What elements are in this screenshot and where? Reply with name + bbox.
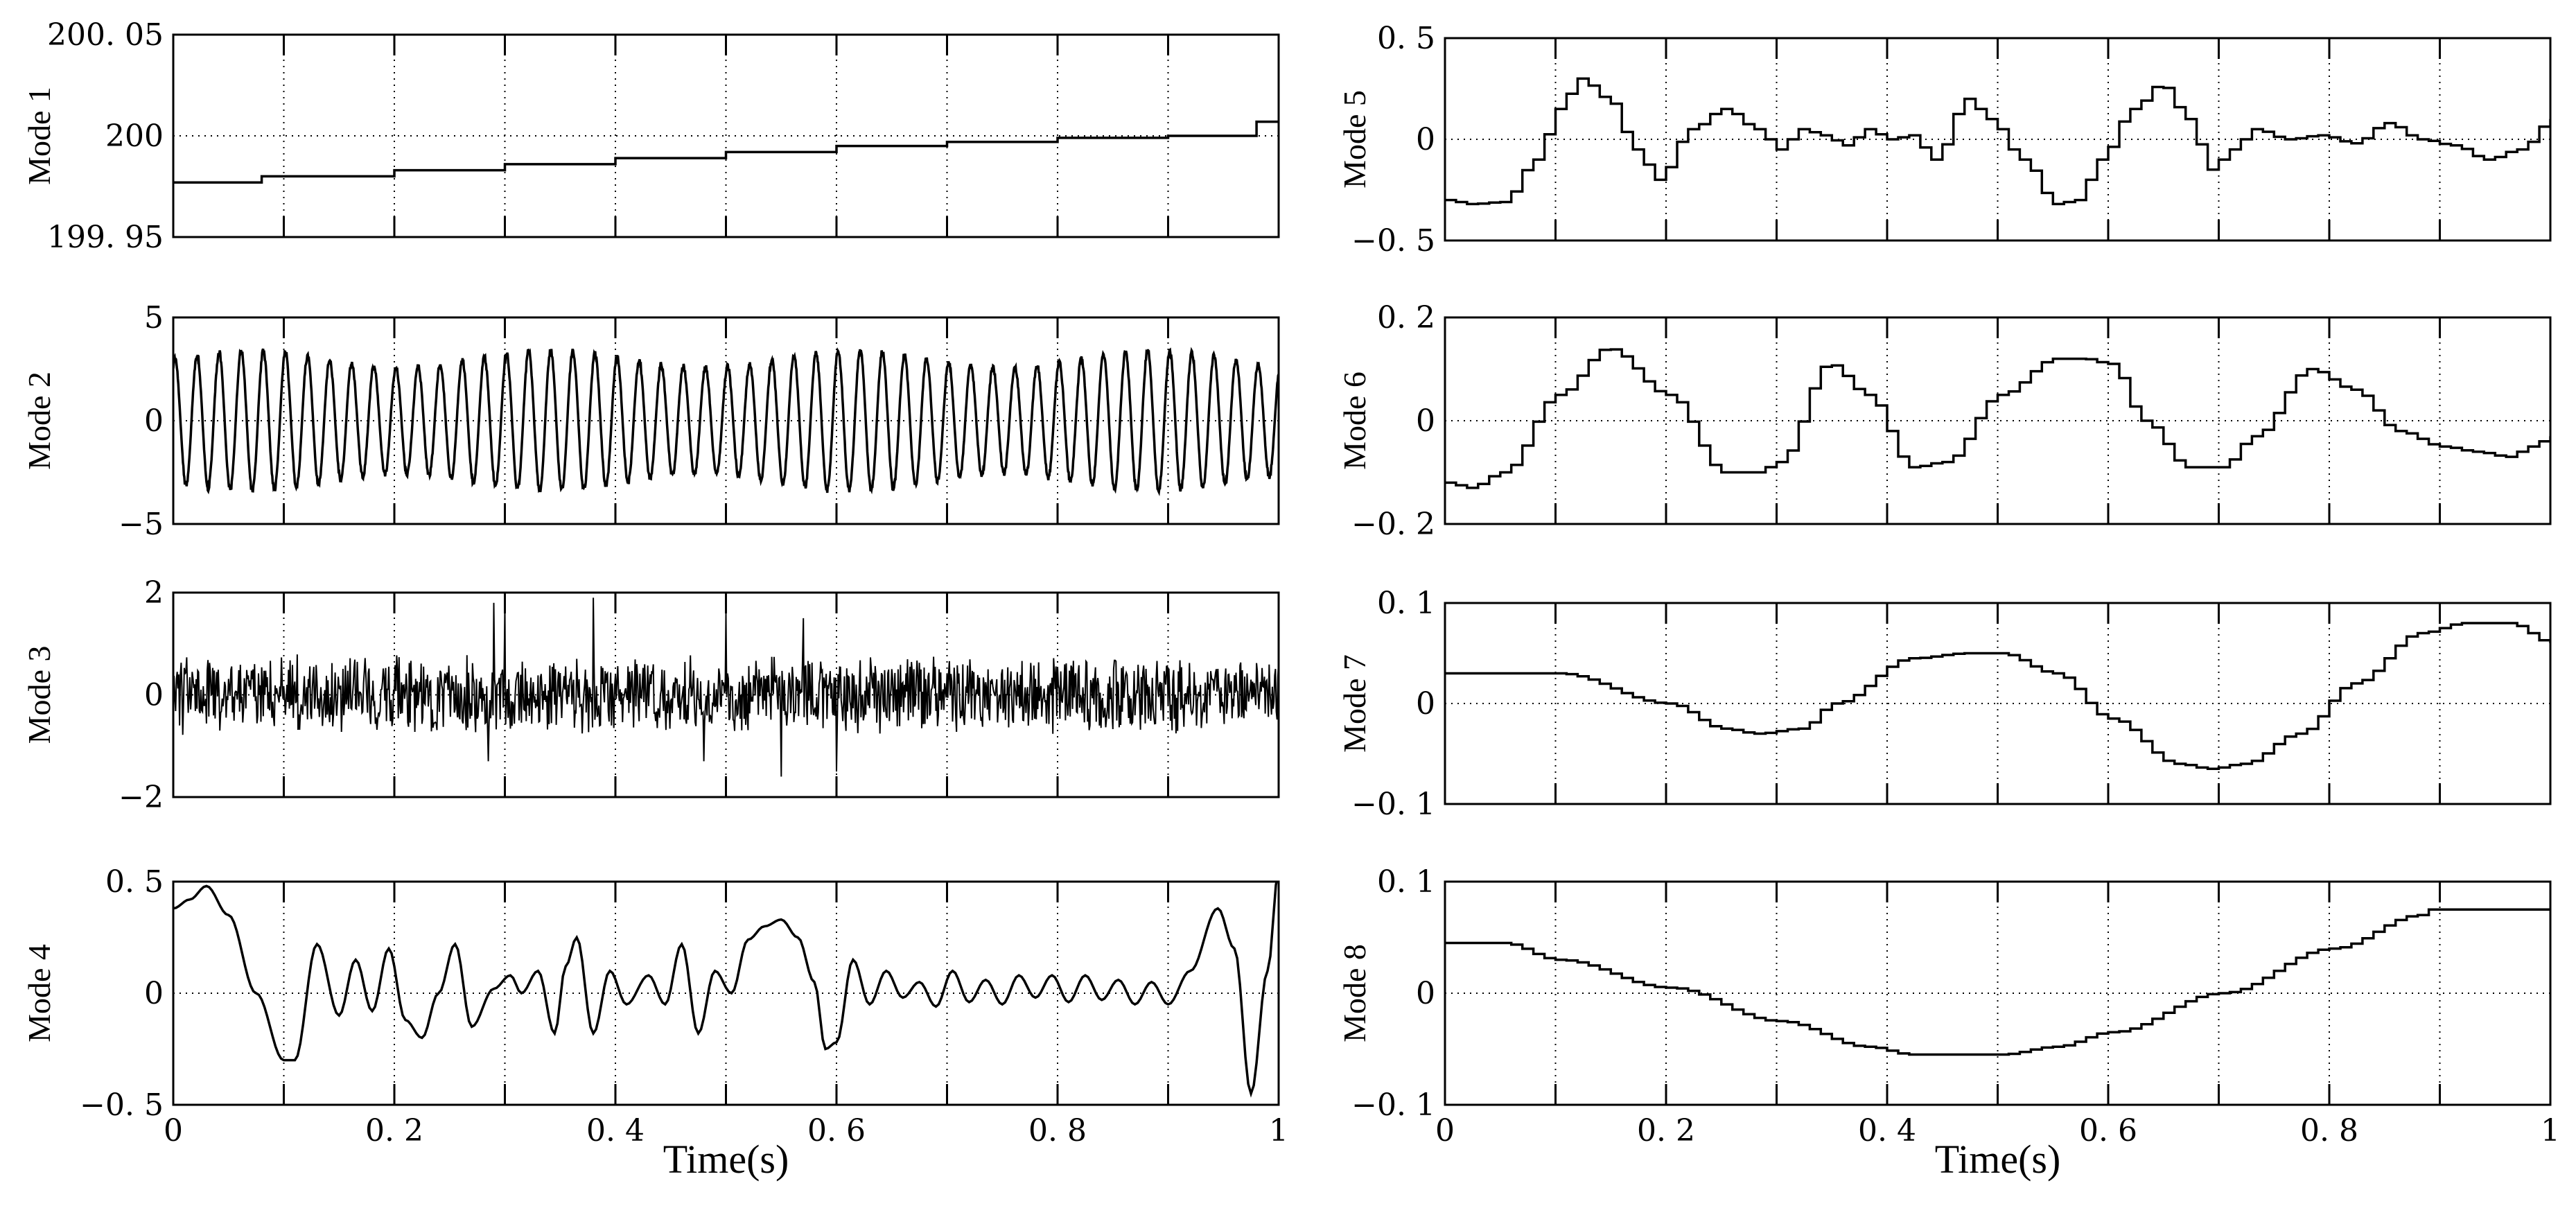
y-tick-label: 0. 5 [105, 864, 164, 900]
x-tick-label: 0. 2 [1637, 1113, 1695, 1148]
x-tick-label: 0 [164, 1113, 183, 1148]
y-tick-label: 0. 1 [1377, 586, 1435, 621]
series-line [1445, 908, 2550, 1056]
panel-mode-1: 200. 05 200 199. 95 Mode 1 [21, 17, 1280, 255]
x-axis-title: Time(s) [663, 1137, 789, 1182]
y-tick-label: 0 [144, 678, 164, 713]
x-tick-label: 0. 6 [807, 1113, 866, 1148]
y-axis-title: Mode 3 [21, 646, 57, 744]
y-tick-label: −2 [119, 780, 164, 815]
y-axis-title: Mode 8 [1337, 944, 1372, 1042]
x-tick-label: 1 [1269, 1113, 1288, 1148]
y-tick-label: 0 [1416, 976, 1435, 1011]
plot-frame [1444, 37, 2552, 242]
plot-frame [1444, 602, 2552, 805]
x-axis-title: Time(s) [1935, 1137, 2061, 1182]
series-line [173, 347, 1279, 496]
y-tick-label: −0. 2 [1351, 507, 1435, 542]
panel-mode-5: 0. 5 0 −0. 5 Mode 5 [1337, 21, 2552, 259]
y-tick-label: 0 [1416, 403, 1435, 439]
x-tick-label: 0. 2 [365, 1113, 423, 1148]
y-tick-label: 0 [144, 976, 164, 1011]
plot-frame [172, 591, 1280, 798]
y-axis-title: Mode 5 [1337, 90, 1372, 189]
y-tick-label: −0. 5 [80, 1087, 164, 1123]
y-tick-label: −0. 5 [1351, 223, 1435, 259]
y-tick-label: 0. 5 [1377, 21, 1435, 56]
y-tick-label: −0. 1 [1351, 1087, 1435, 1123]
y-axis-title: Mode 4 [21, 944, 57, 1042]
plot-frame [172, 316, 1280, 525]
y-tick-label: 0 [1416, 686, 1435, 722]
y-tick-label: 0. 1 [1377, 864, 1435, 900]
panel-mode-3: 2 0 −2 Mode 3 [21, 575, 1280, 815]
plot-frame [1444, 880, 2552, 1106]
y-tick-label: 0 [1416, 122, 1435, 157]
x-tick-label: 0. 8 [1028, 1113, 1087, 1148]
series-line [1445, 622, 2550, 771]
y-tick-label: −0. 1 [1351, 787, 1435, 822]
y-tick-label: 0 [144, 403, 164, 439]
panel-mode-2: 5 0 −5 Mode 2 [21, 300, 1280, 542]
series-line [1445, 77, 2550, 206]
plot-frame [172, 33, 1280, 238]
x-tick-label: 0. 6 [2079, 1113, 2137, 1148]
y-tick-label: 5 [144, 300, 164, 335]
y-tick-label: 0. 2 [1377, 300, 1435, 335]
x-tick-label: 0. 4 [1858, 1113, 1916, 1148]
series-line [1445, 348, 2550, 489]
panel-mode-7: 0. 1 0 −0. 1 Mode 7 [1337, 586, 2552, 822]
series-line [173, 120, 1279, 184]
plot-frame [172, 880, 1280, 1106]
x-tick-label: 0 [1435, 1113, 1455, 1148]
y-axis-title: Mode 2 [21, 372, 57, 470]
y-axis-title: Mode 1 [21, 87, 57, 185]
y-tick-label: −5 [119, 507, 164, 542]
series-line [173, 597, 1279, 777]
y-tick-label: 200. 05 [47, 17, 164, 53]
y-tick-label: 200 [105, 119, 164, 154]
panel-mode-6: 0. 2 0 −0. 2 Mode 6 [1337, 300, 2552, 542]
plot-frame [1444, 316, 2552, 525]
x-tick-label: 0. 4 [586, 1113, 645, 1148]
y-tick-label: 2 [144, 575, 164, 611]
y-axis-title: Mode 7 [1337, 654, 1372, 753]
y-tick-label: 199. 95 [47, 220, 164, 255]
x-tick-label: 0. 8 [2300, 1113, 2358, 1148]
x-tick-label: 1 [2541, 1113, 2560, 1148]
series-line [173, 882, 1278, 1098]
y-axis-title: Mode 6 [1337, 372, 1372, 470]
